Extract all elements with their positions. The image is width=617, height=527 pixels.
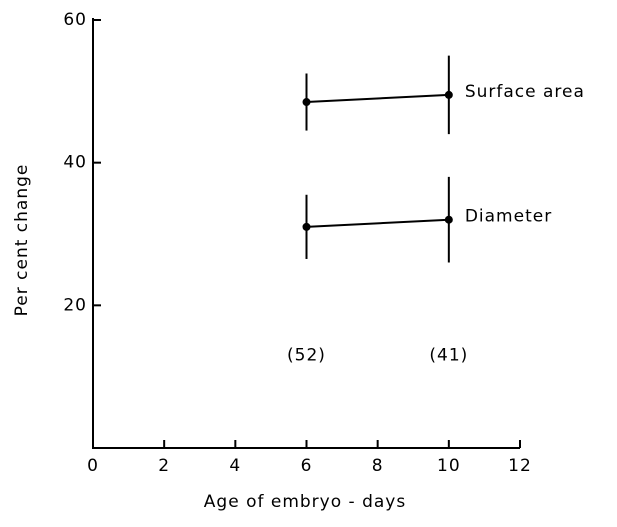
x-tick-label: 12 bbox=[508, 456, 532, 476]
point bbox=[444, 90, 453, 99]
point bbox=[302, 98, 311, 107]
series-line bbox=[306, 93, 449, 104]
x-tick-label: 8 bbox=[372, 456, 384, 476]
point bbox=[444, 215, 453, 224]
y-tick-label: 40 bbox=[63, 153, 87, 173]
x-tick-label: 6 bbox=[301, 456, 313, 476]
y-tick-label: 60 bbox=[63, 10, 87, 30]
x-tick-label: 10 bbox=[437, 456, 461, 476]
series-label: Diameter bbox=[465, 207, 552, 227]
sample-size: (41) bbox=[429, 345, 468, 365]
sample-size: (52) bbox=[287, 345, 326, 365]
point bbox=[302, 222, 311, 231]
series-line bbox=[306, 218, 449, 228]
x-tick-label: 0 bbox=[87, 456, 99, 476]
x-tick-label: 2 bbox=[158, 456, 170, 476]
x-tick-label: 4 bbox=[229, 456, 241, 476]
y-axis-label: Per cent change bbox=[12, 164, 32, 317]
series-label: Surface area bbox=[465, 82, 585, 102]
x-axis-label: Age of embryo - days bbox=[204, 492, 406, 512]
y-tick-label: 20 bbox=[63, 295, 87, 315]
